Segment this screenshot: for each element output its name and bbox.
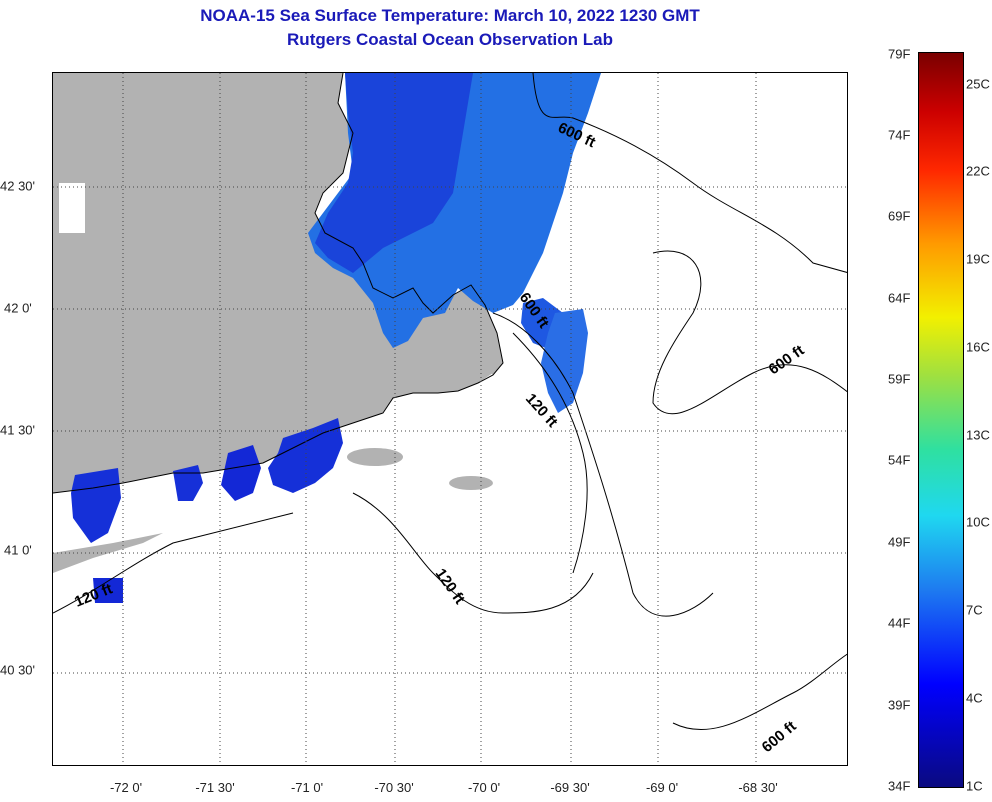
cbar-c-label: 19C [966,251,990,267]
lon-label: -71 30' [195,780,235,795]
long-island [53,533,163,573]
lon-label: -69 0' [645,780,679,795]
contour-600ft-mid [492,312,714,617]
cbar-f-label: 64F [888,290,911,306]
cbar-c-label: 25C [966,76,990,92]
lat-label: 41 0' [4,542,32,558]
sst-map: 600 ft 600 ft 600 ft 600 ft 120 ft 120 f… [53,73,847,765]
sst-block-island [173,465,203,501]
contour-120ft-shelf [352,492,594,614]
cbar-f-label: 54F [888,452,911,468]
lon-label: -69 30' [550,780,590,795]
cbar-f-label: 69F [888,208,911,224]
coastline [53,73,504,494]
contour-120ft-georges [512,332,588,574]
lon-label: -72 0' [109,780,143,795]
title-subtitle: Rutgers Coastal Ocean Observation Lab [287,30,613,49]
contour-label: 120 ft [72,580,115,610]
cbar-f-label: 74F [888,127,911,143]
lat-label: 41 30' [0,422,36,438]
title-block: NOAA-15 Sea Surface Temperature: March 1… [52,4,848,52]
lat-label: 42 0' [4,300,32,316]
land-mass [53,73,501,493]
contour-label: 600 ft [766,342,808,378]
contour-120ft-west [53,512,294,614]
lat-label: 42 30' [0,178,36,194]
graticule [53,73,847,765]
color-bar [918,52,964,788]
sst-east-cape [541,309,588,413]
cbar-f-label: 39F [888,697,911,713]
cbar-c-label: 16C [966,339,990,355]
lon-label: -68 30' [738,780,778,795]
lat-label: 40 30' [0,662,36,678]
cbar-c-label: 7C [966,602,983,618]
cbar-c-label: 22C [966,163,990,179]
cbar-f-label: 79F [888,46,911,62]
sst-narragansett [221,445,261,501]
sst-shelf-patch [93,578,123,603]
contour-600ft-south [672,653,847,731]
cbar-c-label: 13C [966,427,990,443]
sst-gulf-of-maine-cold [315,73,473,273]
contour-label: 600 ft [759,718,800,756]
contour-600ft-east [652,250,847,415]
cbar-c-label: 1C [966,778,983,794]
marthas-vineyard [347,448,403,466]
cbar-c-label: 10C [966,514,990,530]
cbar-f-label: 44F [888,615,911,631]
contour-600ft-north [532,73,847,273]
sst-buzzards [268,418,343,493]
cbar-f-label: 59F [888,371,911,387]
lon-label: -71 0' [290,780,324,795]
cbar-c-label: 4C [966,690,983,706]
contour-label: 120 ft [432,566,468,608]
nantucket [449,476,493,490]
sst-long-island-sound [71,468,121,543]
title-main: NOAA-15 Sea Surface Temperature: March 1… [200,6,700,25]
snow-patch [59,183,85,233]
contours [53,73,847,731]
cbar-f-label: 49F [888,534,911,550]
lon-label: -70 0' [467,780,501,795]
cbar-f-label: 34F [888,778,911,794]
map-panel: 600 ft 600 ft 600 ft 600 ft 120 ft 120 f… [52,72,848,766]
lon-label: -70 30' [374,780,414,795]
